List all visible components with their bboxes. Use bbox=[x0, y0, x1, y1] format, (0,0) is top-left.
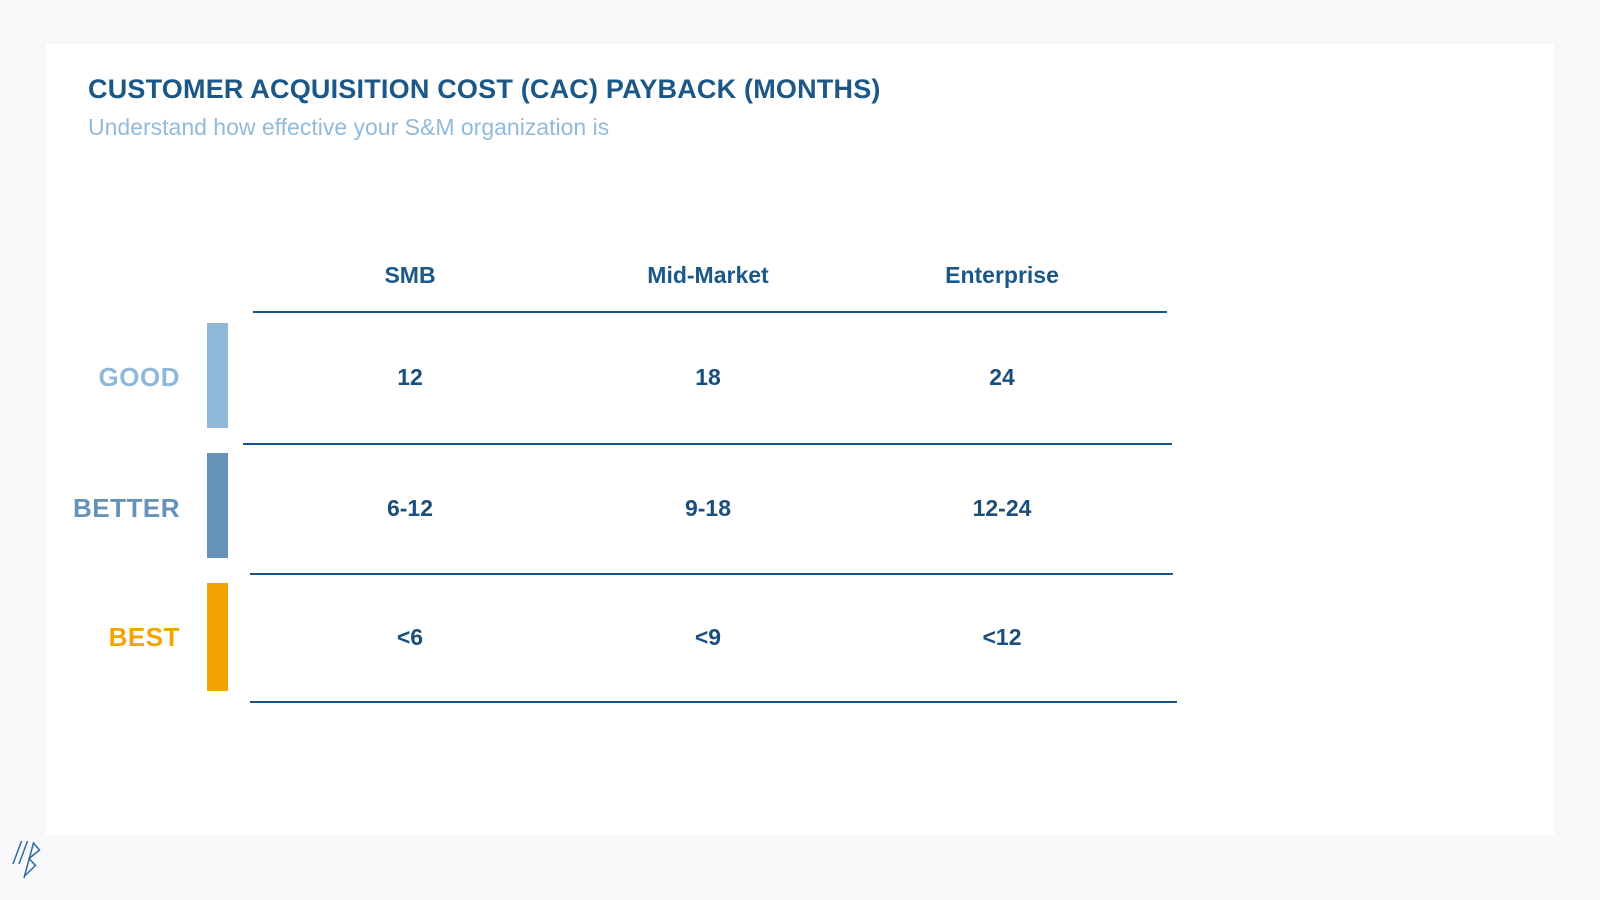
column-header-smb: SMB bbox=[384, 262, 436, 288]
column-header-mid-market: Mid-Market bbox=[647, 262, 769, 288]
column-header-enterprise: Enterprise bbox=[945, 262, 1059, 288]
page-subtitle: Understand how effective your S&M organi… bbox=[88, 114, 610, 140]
bottom-divider-line bbox=[250, 701, 1177, 703]
value-cell-better-mid-market: 9-18 bbox=[684, 495, 732, 521]
row-divider-line bbox=[250, 573, 1173, 575]
value-cell-best-enterprise: <12 bbox=[982, 624, 1022, 650]
value-cell-good-mid-market: 18 bbox=[695, 364, 721, 390]
value-cell-best-mid-market: <9 bbox=[694, 624, 722, 650]
row-label-better: BETTER bbox=[73, 493, 180, 523]
row-bar-best bbox=[207, 583, 228, 691]
row-label-best: BEST bbox=[108, 622, 180, 652]
value-cell-best-smb: <6 bbox=[396, 624, 424, 650]
row-bar-good bbox=[207, 323, 228, 428]
value-cell-good-smb: 12 bbox=[397, 364, 423, 390]
value-cell-good-enterprise: 24 bbox=[989, 364, 1015, 390]
page-title: CUSTOMER ACQUISITION COST (CAC) PAYBACK … bbox=[88, 74, 881, 104]
row-divider-line bbox=[243, 443, 1172, 445]
row-bar-better bbox=[207, 453, 228, 558]
cac-payback-table: SMB Mid-Market Enterprise GOOD 12 18 24 … bbox=[46, 44, 1554, 835]
slide-card: CUSTOMER ACQUISITION COST (CAC) PAYBACK … bbox=[46, 44, 1554, 835]
row-label-good: GOOD bbox=[98, 362, 180, 392]
bessemer-logo-icon bbox=[12, 840, 41, 879]
value-cell-better-enterprise: 12-24 bbox=[972, 495, 1032, 521]
value-cell-better-smb: 6-12 bbox=[386, 495, 434, 521]
header-divider-line bbox=[253, 311, 1167, 313]
